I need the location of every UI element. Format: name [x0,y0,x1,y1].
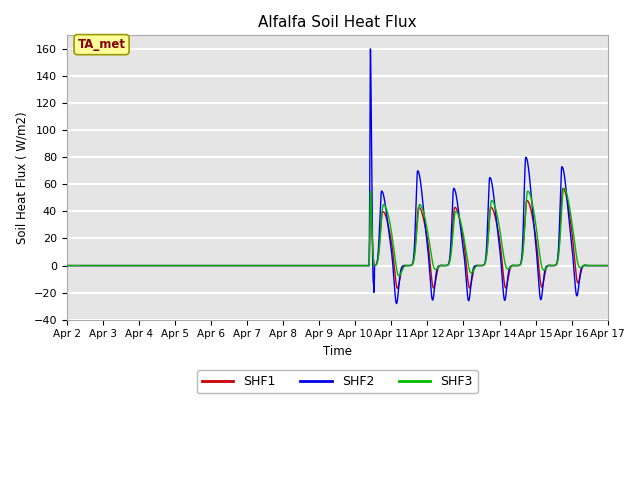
Y-axis label: Soil Heat Flux ( W/m2): Soil Heat Flux ( W/m2) [15,111,28,244]
Text: TA_met: TA_met [77,38,125,51]
X-axis label: Time: Time [323,345,352,358]
Legend: SHF1, SHF2, SHF3: SHF1, SHF2, SHF3 [196,370,477,393]
Title: Alfalfa Soil Heat Flux: Alfalfa Soil Heat Flux [258,15,417,30]
